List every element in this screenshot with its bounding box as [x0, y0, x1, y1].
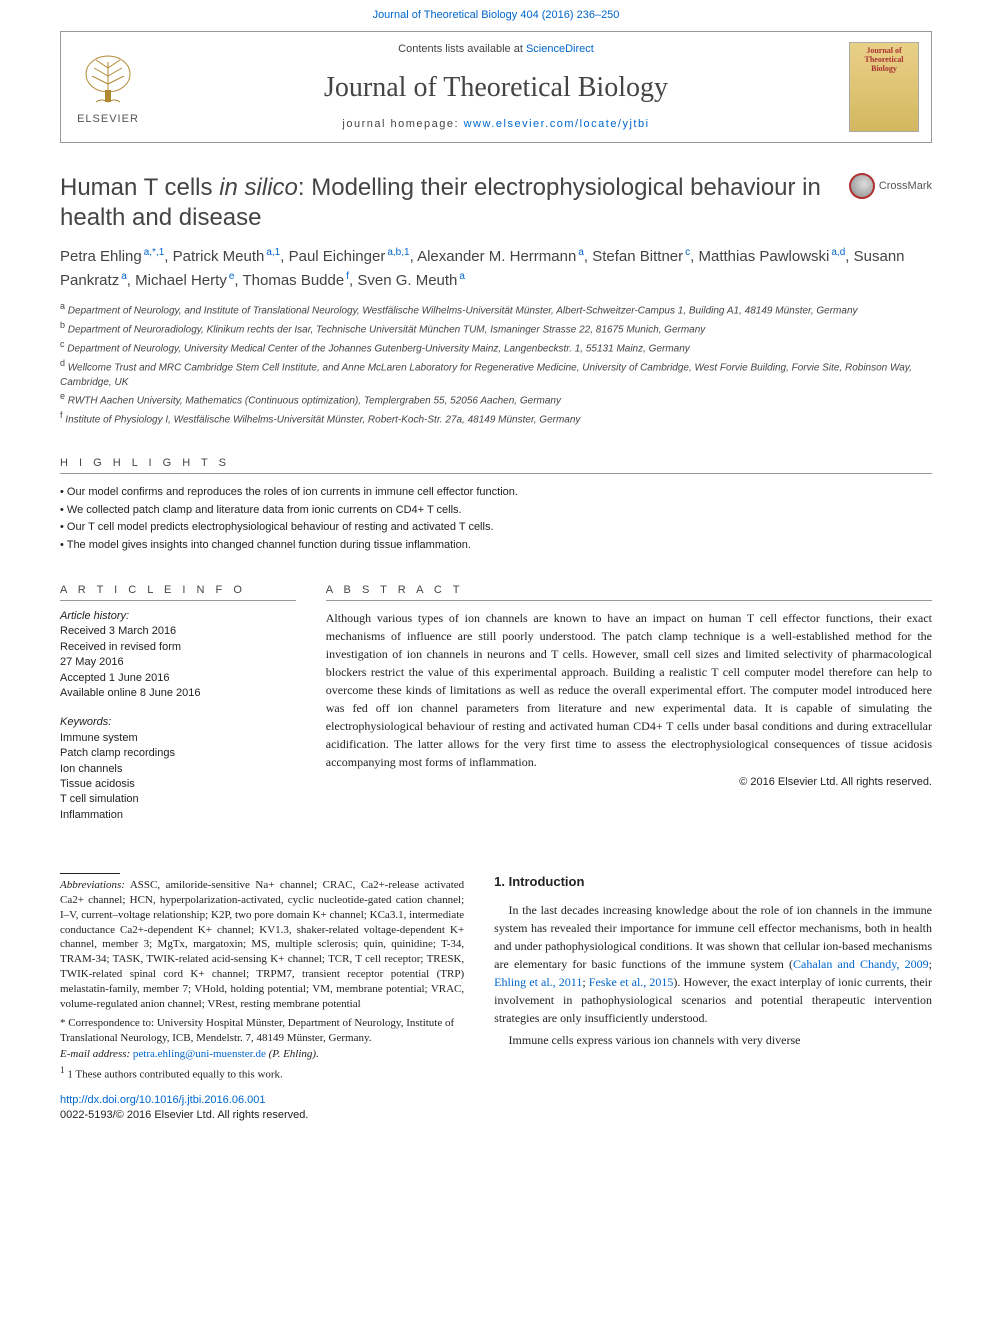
author: Petra Ehling a,*,1: [60, 248, 164, 265]
author: Thomas Budde f: [242, 272, 349, 289]
sciencedirect-link[interactable]: ScienceDirect: [526, 43, 594, 55]
email-suffix: (P. Ehling).: [266, 1048, 319, 1060]
journal-cover-thumbnail: Journal of Theoretical Biology: [849, 42, 919, 132]
elsevier-tree-icon: [78, 54, 138, 110]
cite-sep1: ;: [929, 957, 932, 971]
affiliation: c Department of Neurology, University Me…: [60, 338, 932, 357]
footnote-rule: [60, 873, 120, 874]
highlight-item: The model gives insights into changed ch…: [60, 537, 932, 555]
intro-p2: Immune cells express various ion channel…: [494, 1031, 932, 1049]
equal-contribution-note: 1 1 These authors contributed equally to…: [60, 1064, 464, 1083]
doi-link[interactable]: http://dx.doi.org/10.1016/j.jtbi.2016.06…: [60, 1094, 266, 1106]
history-accepted: Accepted 1 June 2016: [60, 671, 296, 686]
author: Alexander M. Herrmann a: [417, 248, 584, 265]
equal-contrib-text: 1 These authors contributed equally to t…: [67, 1069, 282, 1081]
affiliation: f Institute of Physiology I, Westfälisch…: [60, 409, 932, 428]
author: Patrick Meuth a,1: [173, 248, 281, 265]
footnotes-col: Abbreviations: ASSC, amiloride-sensitive…: [60, 873, 464, 1083]
article-title: Human T cells in silico: Modelling their…: [60, 173, 849, 233]
highlight-item: Our T cell model predicts electrophysiol…: [60, 519, 932, 537]
keywords-block: Keywords: Immune systemPatch clamp recor…: [60, 715, 296, 823]
header-citation: Journal of Theoretical Biology 404 (2016…: [0, 0, 992, 27]
copyright-line: © 2016 Elsevier Ltd. All rights reserved…: [326, 775, 932, 790]
affiliation: e RWTH Aachen University, Mathematics (C…: [60, 390, 932, 409]
doi-block: http://dx.doi.org/10.1016/j.jtbi.2016.06…: [0, 1083, 992, 1144]
author: Matthias Pawlowski a,d: [699, 248, 846, 265]
highlights-list: Our model confirms and reproduces the ro…: [60, 484, 932, 554]
article-info-heading: A R T I C L E I N F O: [60, 583, 296, 601]
affiliations-list: a Department of Neurology, and Institute…: [60, 300, 932, 427]
email-label: E-mail address:: [60, 1048, 133, 1060]
history-received: Received 3 March 2016: [60, 624, 296, 639]
article-history: Article history: Received 3 March 2016 R…: [60, 609, 296, 701]
elsevier-name: ELSEVIER: [77, 112, 139, 127]
authors-list: Petra Ehling a,*,1, Patrick Meuth a,1, P…: [60, 245, 932, 292]
history-label: Article history:: [60, 609, 296, 624]
abbrev-text: ASSC, amiloride-sensitive Na+ channel; C…: [60, 879, 464, 1010]
abstract-heading: A B S T R A C T: [326, 583, 932, 601]
homepage-link[interactable]: www.elsevier.com/locate/yjtbi: [464, 118, 650, 130]
history-revised-date: 27 May 2016: [60, 655, 296, 670]
homepage-label: journal homepage:: [342, 118, 463, 130]
author: Michael Herty e: [135, 272, 234, 289]
cite-cahalan[interactable]: Cahalan and Chandy, 2009: [793, 957, 929, 971]
introduction-text: In the last decades increasing knowledge…: [494, 901, 932, 1049]
crossmark-icon: [849, 173, 875, 199]
keyword: Immune system: [60, 731, 296, 746]
history-online: Available online 8 June 2016: [60, 686, 296, 701]
correspondence: * Correspondence to: University Hospital…: [60, 1016, 464, 1046]
journal-name: Journal of Theoretical Biology: [143, 68, 849, 107]
abstract-text: Although various types of ion channels a…: [326, 609, 932, 771]
info-abstract-row: A R T I C L E I N F O Article history: R…: [60, 583, 932, 823]
crossmark-label: CrossMark: [879, 179, 932, 194]
header-center: Contents lists available at ScienceDirec…: [143, 42, 849, 132]
keywords-list: Immune systemPatch clamp recordingsIon c…: [60, 731, 296, 823]
title-row: Human T cells in silico: Modelling their…: [60, 173, 932, 233]
journal-header: ELSEVIER Contents lists available at Sci…: [60, 31, 932, 143]
keyword: Tissue acidosis: [60, 777, 296, 792]
contents-label: Contents lists available at: [398, 43, 526, 55]
elsevier-logo: ELSEVIER: [73, 47, 143, 127]
homepage-line: journal homepage: www.elsevier.com/locat…: [143, 117, 849, 132]
intro-p1: In the last decades increasing knowledge…: [494, 901, 932, 1027]
highlight-item: Our model confirms and reproduces the ro…: [60, 484, 932, 502]
article-info-col: A R T I C L E I N F O Article history: R…: [60, 583, 296, 823]
highlight-item: We collected patch clamp and literature …: [60, 502, 932, 520]
introduction-heading: 1. Introduction: [494, 873, 932, 891]
keyword: Patch clamp recordings: [60, 746, 296, 761]
keywords-label: Keywords:: [60, 715, 296, 730]
abbrev-label: Abbreviations:: [60, 879, 125, 891]
crossmark-badge[interactable]: CrossMark: [849, 173, 932, 199]
email-line: E-mail address: petra.ehling@uni-muenste…: [60, 1047, 464, 1062]
keyword: Inflammation: [60, 808, 296, 823]
email-link[interactable]: petra.ehling@uni-muenster.de: [133, 1048, 266, 1060]
history-revised: Received in revised form: [60, 640, 296, 655]
introduction-col: 1. Introduction In the last decades incr…: [494, 873, 932, 1083]
affiliation: b Department of Neuroradiology, Klinikum…: [60, 319, 932, 338]
keyword: Ion channels: [60, 762, 296, 777]
highlights-heading: H I G H L I G H T S: [60, 456, 932, 474]
keyword: T cell simulation: [60, 792, 296, 807]
cite-feske[interactable]: Feske et al., 2015: [589, 975, 674, 989]
article-main: Human T cells in silico: Modelling their…: [0, 173, 992, 823]
affiliation: d Wellcome Trust and MRC Cambridge Stem …: [60, 357, 932, 390]
abbreviations: Abbreviations: ASSC, amiloride-sensitive…: [60, 878, 464, 1012]
cover-line3: Biology: [871, 65, 897, 74]
author: Paul Eichinger a,b,1: [289, 248, 410, 265]
footer-columns: Abbreviations: ASSC, amiloride-sensitive…: [0, 873, 992, 1083]
issn-line: 0022-5193/© 2016 Elsevier Ltd. All right…: [60, 1109, 308, 1121]
author: Sven G. Meuth a: [357, 272, 465, 289]
contents-line: Contents lists available at ScienceDirec…: [143, 42, 849, 57]
affiliation: a Department of Neurology, and Institute…: [60, 300, 932, 319]
cite-ehling[interactable]: Ehling et al., 2011: [494, 975, 582, 989]
abstract-col: A B S T R A C T Although various types o…: [326, 583, 932, 823]
author: Stefan Bittner c: [592, 248, 690, 265]
